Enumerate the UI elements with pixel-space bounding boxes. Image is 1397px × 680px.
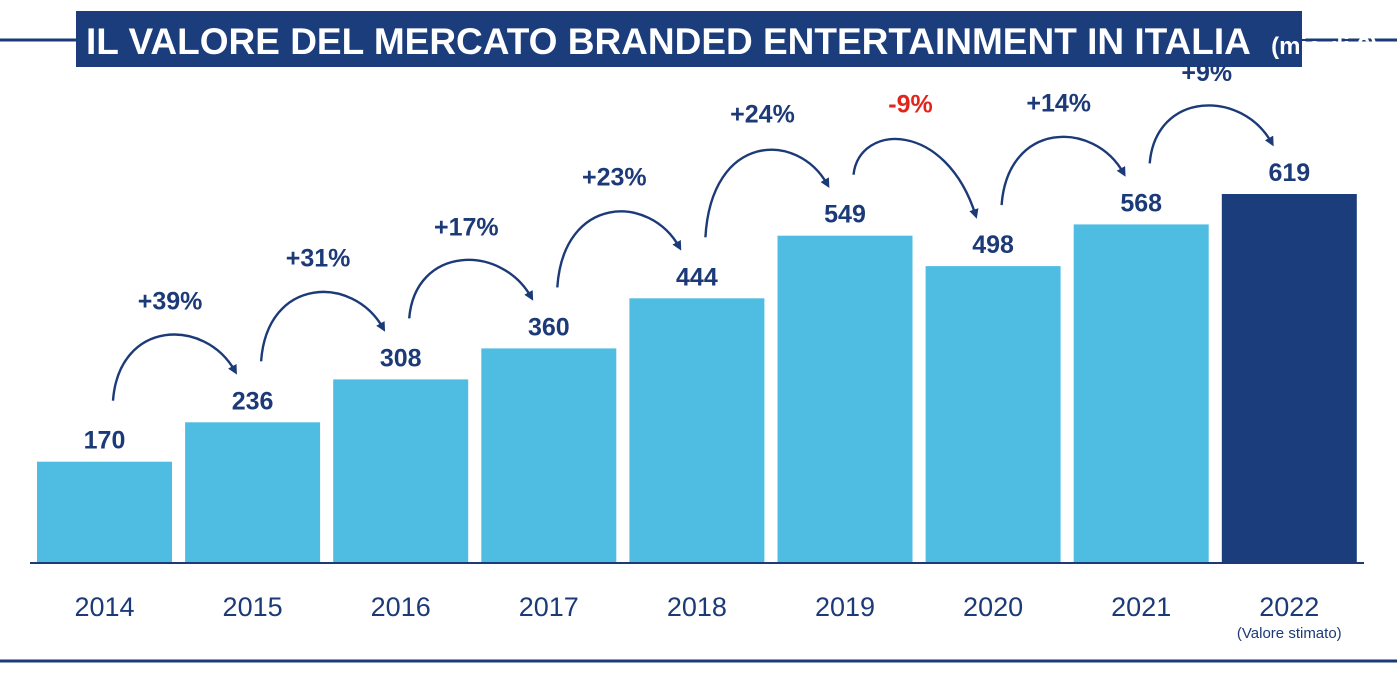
- year-label-2014: 2014: [74, 592, 134, 622]
- bar-2015: [185, 422, 321, 563]
- growth-arrow-2020-2021: [1000, 135, 1126, 206]
- year-label-2016: 2016: [371, 592, 431, 622]
- chart-title-main: IL VALORE DEL MERCATO BRANDED ENTERTAINM…: [86, 21, 1251, 62]
- bar-2021: [1073, 224, 1209, 563]
- growth-label-group: +39% +31% +17% +23% +24% -9% +14% +9%: [138, 59, 1232, 315]
- growth-arrow-2014-2015: [111, 333, 237, 401]
- bar-2017: [481, 348, 617, 563]
- bar-2020: [925, 266, 1061, 563]
- bar-2018: [629, 298, 765, 563]
- growth-label-2017: +17%: [434, 213, 499, 241]
- growth-label-2015: +39%: [138, 287, 203, 315]
- growth-label-2021: +14%: [1026, 89, 1091, 117]
- growth-arrow-2015-2016: [259, 290, 386, 362]
- growth-arrow-group: [111, 104, 1274, 401]
- year-label-group: 2014 2015 2016 2017 2018 2019 2020 2021 2022 (Val…: [74, 592, 1341, 642]
- value-label-2018: 444: [676, 263, 718, 291]
- year-label-2020: 2020: [963, 592, 1023, 622]
- bar-2014: [37, 461, 172, 563]
- value-label-2021: 568: [1120, 189, 1162, 217]
- bar-2019: [777, 235, 913, 563]
- year-label-2018: 2018: [667, 592, 727, 622]
- growth-arrow-2019-2020: [852, 137, 979, 219]
- year-label-2015: 2015: [223, 592, 283, 622]
- growth-label-2020: -9%: [888, 91, 932, 119]
- chart-title-unit: (mio di €): [1271, 33, 1378, 60]
- growth-label-2016: +31%: [286, 244, 351, 272]
- growth-label-2018: +23%: [582, 163, 647, 191]
- value-label-2017: 360: [528, 313, 570, 341]
- growth-label-2019: +24%: [730, 101, 795, 129]
- value-label-2022: 619: [1268, 159, 1310, 187]
- value-label-group: 170 236 308 360 444 549 498 568 619: [84, 159, 1311, 455]
- bar-2022: [1221, 194, 1357, 563]
- year-label-2022: 2022: [1259, 592, 1319, 622]
- year-label-2019: 2019: [815, 592, 875, 622]
- year-label-2017: 2017: [519, 592, 579, 622]
- value-label-2015: 236: [232, 387, 274, 415]
- value-label-2019: 549: [824, 201, 866, 229]
- value-label-2014: 170: [84, 427, 126, 455]
- chart-title: IL VALORE DEL MERCATO BRANDED ENTERTAINM…: [86, 21, 1378, 62]
- bar-group: [37, 194, 1357, 563]
- category-note-2022: (Valore stimato): [1237, 625, 1342, 642]
- growth-arrow-2021-2022: [1148, 104, 1274, 164]
- value-label-2016: 308: [380, 344, 422, 372]
- value-label-2020: 498: [972, 231, 1014, 259]
- year-label-2021: 2021: [1111, 592, 1171, 622]
- growth-label-2022: +9%: [1181, 59, 1232, 87]
- growth-arrow-2018-2019: [704, 148, 830, 238]
- growth-arrow-2016-2017: [408, 258, 534, 319]
- growth-arrow-2017-2018: [556, 210, 682, 288]
- bar-2016: [333, 379, 469, 563]
- title-banner: [76, 11, 1302, 67]
